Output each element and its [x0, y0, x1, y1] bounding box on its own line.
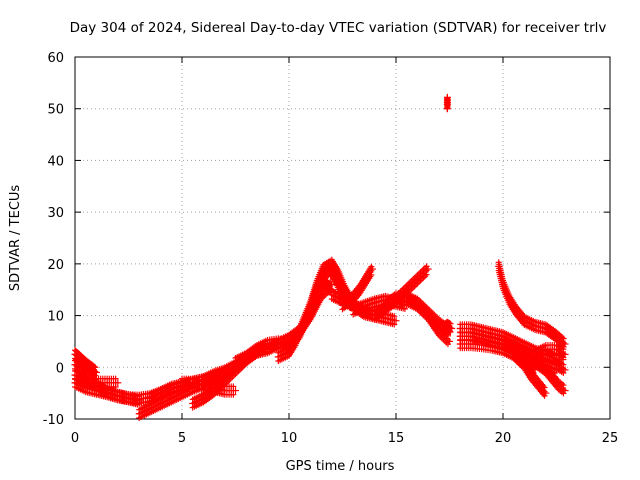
y-axis: -10 0 10 20 30 40 50 60	[43, 51, 610, 428]
x-tick-label: 5	[178, 431, 186, 446]
grid	[75, 57, 610, 419]
series-arc-4	[71, 357, 143, 408]
series-arc-16	[339, 263, 376, 313]
x-tick-label: 10	[281, 431, 298, 446]
y-tick-label: -10	[43, 413, 64, 428]
x-tick-label: 25	[602, 431, 619, 446]
y-tick-label: 0	[56, 361, 64, 376]
x-axis: 0 5 10 15 20 25	[71, 57, 618, 446]
y-tick-label: 50	[47, 103, 64, 118]
y-tick-label: 10	[47, 310, 64, 325]
y-tick-label: 60	[47, 51, 64, 66]
x-tick-label: 15	[388, 431, 405, 446]
x-tick-label: 0	[71, 431, 79, 446]
y-tick-label: 20	[47, 258, 64, 273]
series-arc-3	[71, 347, 100, 379]
plot-frame	[74, 56, 611, 420]
y-tick-label: 40	[47, 154, 64, 169]
x-tick-label: 20	[495, 431, 512, 446]
data-points	[71, 93, 569, 421]
chart-title: Day 304 of 2024, Sidereal Day-to-day VTE…	[70, 20, 607, 36]
series-arc-9	[178, 375, 239, 398]
y-tick-label: 30	[47, 206, 64, 221]
